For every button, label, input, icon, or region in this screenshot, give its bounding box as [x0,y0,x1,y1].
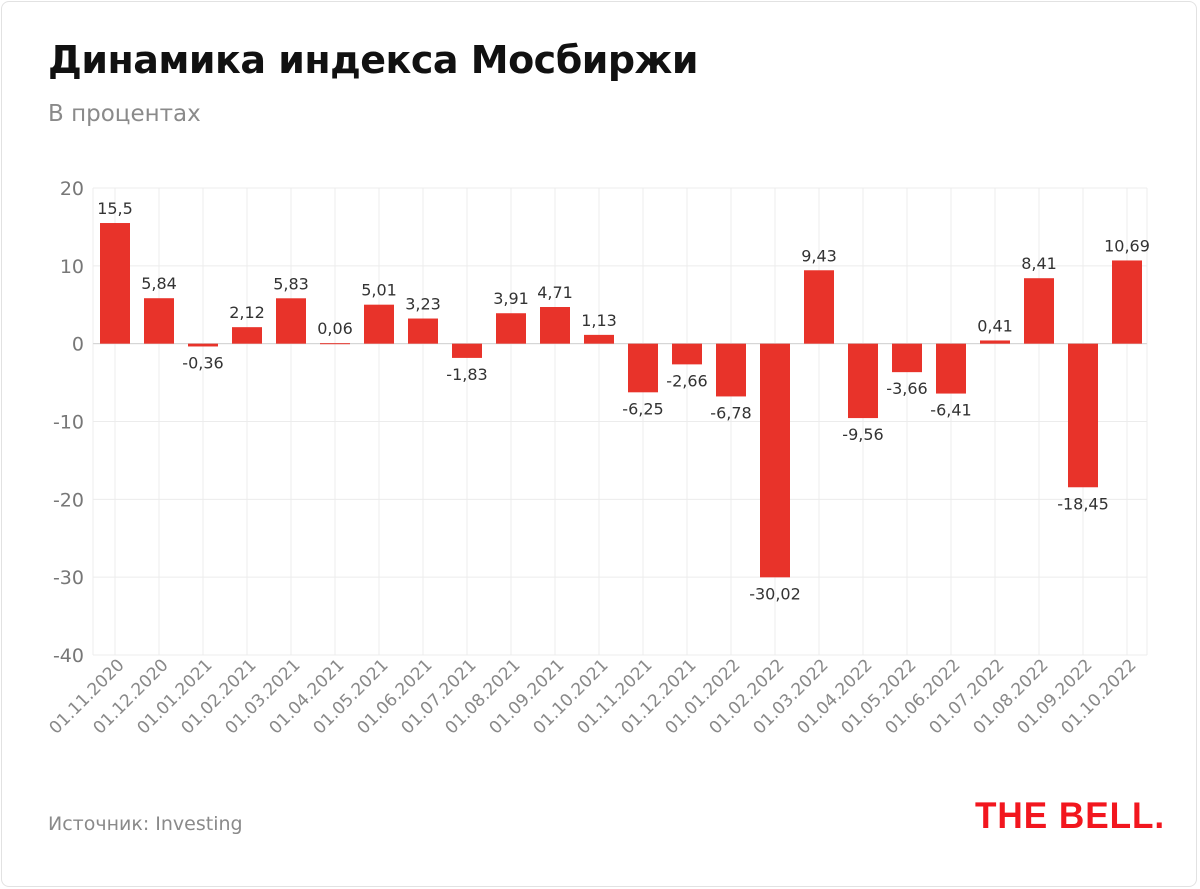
y-tick-label: -30 [53,567,84,589]
bar [232,327,262,344]
data-label: -3,66 [886,379,927,398]
chart-title: Динамика индекса Мосбиржи [48,38,699,82]
bar [716,343,746,397]
bar [1068,343,1098,488]
bar [452,343,482,358]
data-label: 5,84 [141,274,177,293]
bar [144,298,174,344]
data-label: -6,41 [930,401,971,420]
data-label: -2,66 [666,371,707,390]
data-label: -1,83 [446,365,487,384]
bar [628,343,658,393]
bar [760,343,790,578]
bar [584,334,614,344]
bar [540,307,570,344]
bar [848,343,878,419]
y-tick-label: 10 [60,256,84,278]
y-tick-label: 20 [60,178,84,200]
data-label: -6,25 [622,399,663,418]
data-label: 4,71 [537,283,573,302]
bar [496,313,526,344]
source-note: Источник: Investing [48,813,243,835]
data-label: -9,56 [842,425,883,444]
data-label: 8,41 [1021,254,1057,273]
bar [320,343,350,345]
bar [804,270,834,344]
y-tick-label: -40 [53,645,84,667]
data-label: 3,91 [493,289,529,308]
data-label: 1,13 [581,311,617,330]
data-label: -18,45 [1057,494,1109,513]
data-label: 5,83 [273,274,309,293]
data-label: 5,01 [361,281,397,300]
data-label: -30,02 [749,584,801,603]
data-label: 10,69 [1104,236,1150,255]
bar [364,304,394,344]
bar [936,343,966,394]
data-label: 2,12 [229,303,265,322]
bar [1112,260,1142,344]
bar [892,343,922,373]
data-label: 0,06 [317,319,353,338]
bar [408,318,438,344]
the-bell-logo: THE BELL. [975,795,1166,836]
y-tick-label: -10 [53,412,84,434]
data-label: 15,5 [97,199,133,218]
data-label: 3,23 [405,295,441,314]
bar [276,298,306,344]
data-label: 9,43 [801,246,837,265]
data-label: 0,41 [977,316,1013,335]
bar [672,343,702,365]
data-label: -6,78 [710,403,751,422]
chart-subtitle: В процентах [48,101,201,127]
data-label: -0,36 [182,353,223,372]
bar [980,340,1010,344]
bar [100,223,130,344]
bar [188,343,218,347]
bar [1024,278,1054,344]
y-tick-label: -20 [53,489,84,511]
y-tick-label: 0 [72,334,84,356]
